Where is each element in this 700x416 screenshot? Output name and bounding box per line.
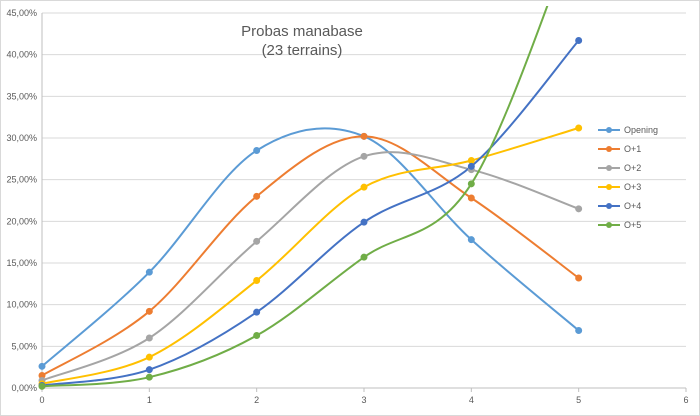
x-tick-label: 3 xyxy=(361,395,366,405)
y-tick-label: 15,00% xyxy=(6,258,37,268)
data-point-opening xyxy=(38,362,46,370)
chart-subtitle: (23 terrains) xyxy=(262,42,343,59)
data-point-o-plus-5 xyxy=(38,382,46,390)
legend-marker-o-plus-1 xyxy=(606,146,612,152)
y-tick-label: 35,00% xyxy=(6,91,37,101)
legend-marker-o-plus-4 xyxy=(606,203,612,209)
legend-label-o-plus-2: O+2 xyxy=(624,163,641,173)
legend-marker-o-plus-5 xyxy=(606,222,612,228)
y-tick-label: 5,00% xyxy=(11,341,37,351)
data-point-o-plus-1 xyxy=(253,192,261,200)
x-tick-label: 0 xyxy=(39,395,44,405)
y-tick-label: 10,00% xyxy=(6,300,37,310)
y-tick-label: 45,00% xyxy=(6,8,37,18)
x-tick-label: 1 xyxy=(147,395,152,405)
data-point-o-plus-2 xyxy=(575,205,583,213)
data-point-o-plus-5 xyxy=(467,180,475,188)
y-tick-label: 25,00% xyxy=(6,175,37,185)
y-tick-label: 20,00% xyxy=(6,216,37,226)
data-point-o-plus-3 xyxy=(360,183,368,191)
data-point-o-plus-1 xyxy=(467,194,475,202)
legend-marker-o-plus-2 xyxy=(606,165,612,171)
series-line-o-plus-3 xyxy=(42,127,579,385)
data-point-opening xyxy=(145,268,153,276)
data-point-o-plus-4 xyxy=(575,37,583,44)
legend-label-opening: Opening xyxy=(624,125,658,135)
data-point-o-plus-4 xyxy=(145,366,153,374)
legend: Opening O+1 O+2 O+3 O+4 O+5 xyxy=(598,125,658,230)
y-tick-label: 0,00% xyxy=(11,383,37,393)
legend-marker-o-plus-3 xyxy=(606,184,612,190)
data-point-o-plus-3 xyxy=(467,157,475,164)
x-tick-label: 6 xyxy=(683,395,688,405)
series-line-opening xyxy=(42,127,580,368)
data-point-opening xyxy=(575,327,583,334)
data-point-o-plus-4 xyxy=(360,218,368,226)
legend-label-o-plus-5: O+5 xyxy=(624,220,641,230)
x-tick-label: 4 xyxy=(469,395,474,405)
data-point-o-plus-1 xyxy=(360,132,368,140)
data-point-opening xyxy=(253,147,261,154)
data-point-opening xyxy=(467,236,475,244)
data-point-o-plus-5 xyxy=(360,253,368,261)
legend-marker-opening xyxy=(606,127,612,133)
legend-label-o-plus-1: O+1 xyxy=(624,144,641,154)
x-tick-label: 2 xyxy=(254,395,259,405)
data-point-o-plus-3 xyxy=(575,124,583,132)
markers-group xyxy=(38,37,583,390)
data-point-o-plus-2 xyxy=(253,237,261,245)
y-tick-label: 30,00% xyxy=(6,133,37,143)
x-tick-label: 5 xyxy=(576,395,581,405)
data-point-o-plus-1 xyxy=(145,307,153,315)
data-point-o-plus-4 xyxy=(467,162,475,170)
legend-label-o-plus-4: O+4 xyxy=(624,201,641,211)
legend-label-o-plus-3: O+3 xyxy=(624,182,641,192)
data-point-o-plus-4 xyxy=(253,308,261,316)
data-point-o-plus-2 xyxy=(145,334,153,342)
data-point-o-plus-1 xyxy=(575,274,583,282)
data-point-o-plus-2 xyxy=(360,152,368,160)
data-point-o-plus-3 xyxy=(145,353,153,361)
y-tick-label: 40,00% xyxy=(6,50,37,60)
chart-title: Probas manabase xyxy=(241,23,363,40)
data-point-o-plus-5 xyxy=(253,332,261,339)
axes: 0,00% 5,00% 10,00% 15,00% 20,00% 25,00% 30,00%… xyxy=(6,8,688,405)
series-line-o-plus-1 xyxy=(42,135,580,377)
data-point-o-plus-5 xyxy=(145,373,153,381)
data-point-o-plus-3 xyxy=(253,277,261,284)
